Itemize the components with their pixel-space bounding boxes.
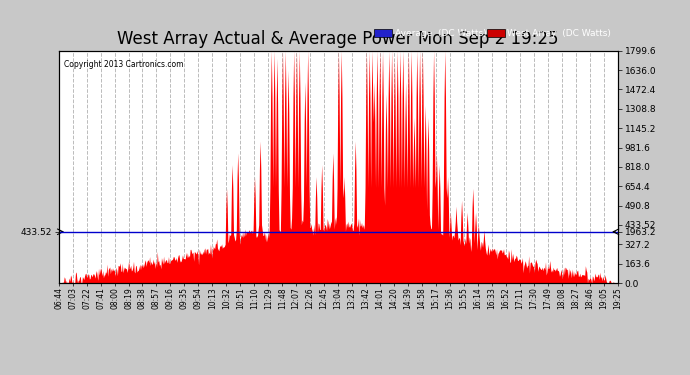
Legend: Average  (DC Watts), West Array  (DC Watts): Average (DC Watts), West Array (DC Watts…	[373, 27, 613, 40]
Title: West Array Actual & Average Power Mon Sep 2 19:25: West Array Actual & Average Power Mon Se…	[117, 30, 559, 48]
Text: Copyright 2013 Cartronics.com: Copyright 2013 Cartronics.com	[64, 60, 184, 69]
